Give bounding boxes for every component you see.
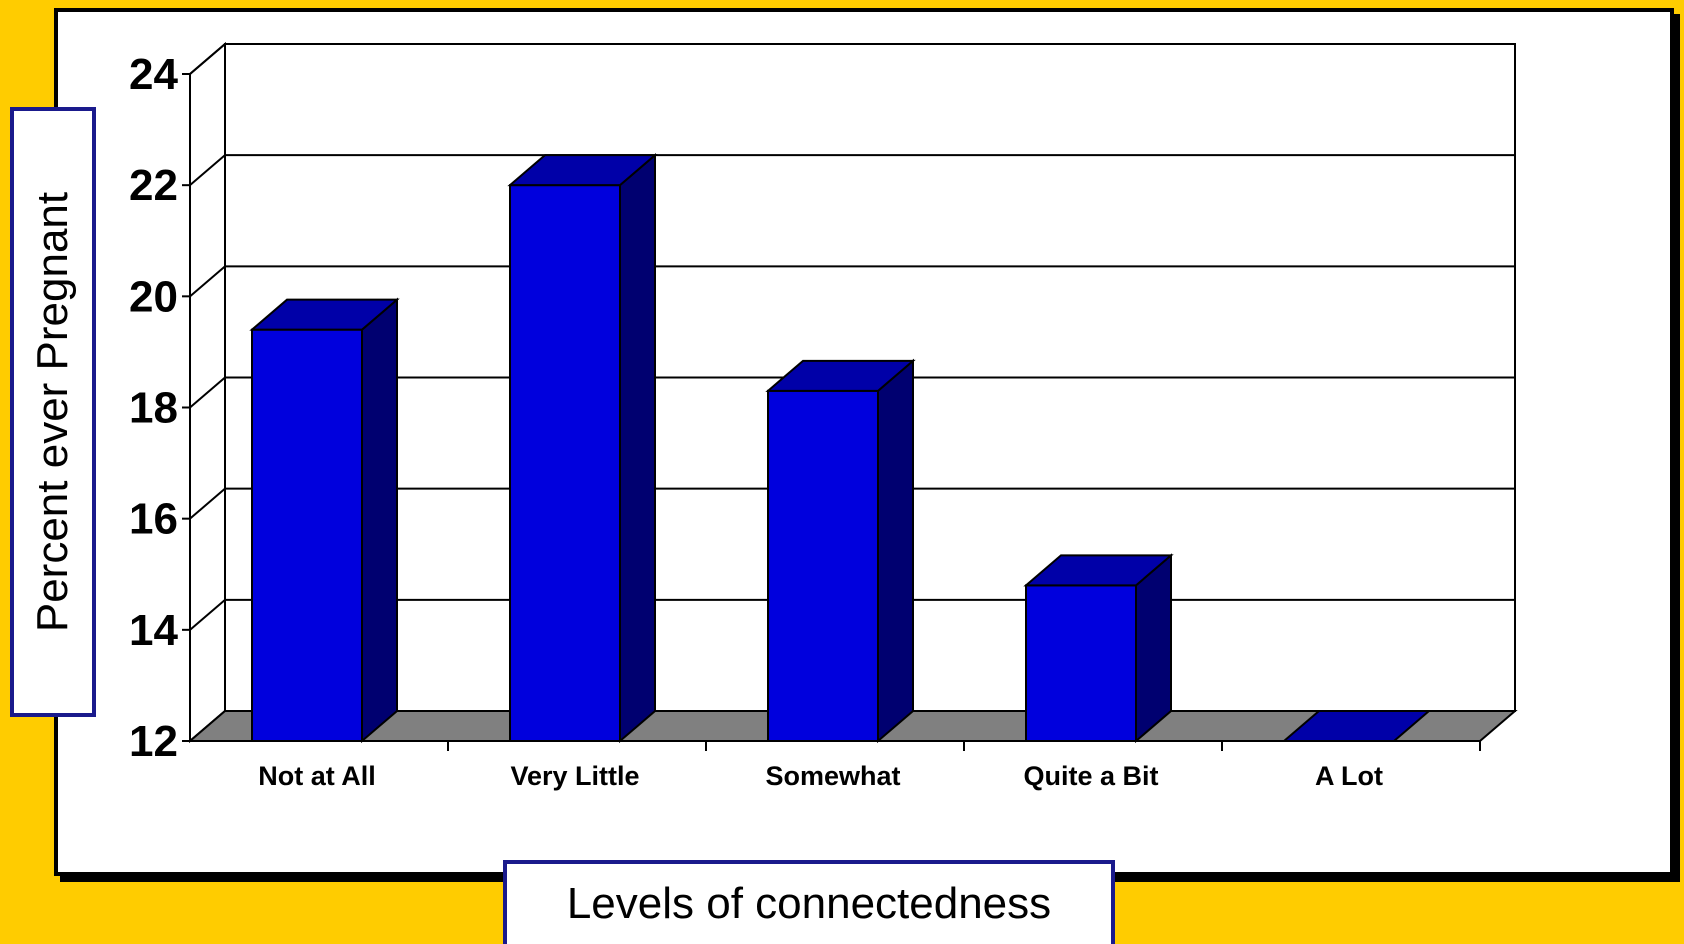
x-tick-label: Very Little — [510, 761, 639, 791]
y-tick-label: 12 — [129, 717, 178, 766]
bar-front — [509, 184, 621, 742]
bar-side — [619, 152, 656, 744]
bar-side — [361, 297, 398, 744]
bar-front — [767, 389, 879, 742]
bar — [249, 297, 400, 744]
bar — [507, 152, 658, 744]
y-tick-label: 16 — [129, 495, 178, 544]
y-axis-label: Percent ever Pregnant — [28, 191, 77, 633]
bar-chart: 12 14 16 18 20 22 24 Not at All Very Little Somew… — [129, 41, 1518, 791]
bar — [1281, 710, 1432, 742]
bar-top — [765, 359, 916, 392]
chart-panel: 12 14 16 18 20 22 24 Not at All Very Little Somew… — [54, 8, 1674, 876]
bar-side — [1135, 553, 1172, 744]
x-tick-label: A Lot — [1315, 761, 1383, 791]
gridline-side — [189, 599, 226, 631]
x-tick-label: Somewhat — [765, 761, 900, 791]
bar-top — [249, 298, 400, 331]
gridline-side — [189, 487, 226, 520]
gridline-side — [189, 154, 226, 186]
x-axis-label: Levels of connectedness — [566, 879, 1052, 928]
bar-top — [507, 154, 658, 187]
gridline-side — [189, 376, 226, 409]
y-tick-label: 20 — [129, 272, 178, 321]
bar-top — [1281, 710, 1432, 742]
y-tick-label: 22 — [129, 161, 178, 210]
x-axis-label-box: Levels of connectedness — [503, 860, 1115, 944]
bar — [765, 358, 916, 744]
gridline-side — [189, 265, 226, 298]
bar-front — [251, 328, 363, 742]
y-axis-label-box: Percent ever Pregnant — [10, 107, 96, 717]
x-tick-label: Quite a Bit — [1023, 761, 1158, 791]
bar-side — [877, 358, 914, 744]
y-tick-label: 18 — [129, 384, 178, 433]
bar-top — [1023, 554, 1174, 587]
y-tick-label: 24 — [129, 50, 178, 99]
y-tick-label: 14 — [129, 606, 178, 655]
bar — [1023, 553, 1174, 744]
gridline-side — [189, 43, 226, 75]
bar-front — [1025, 584, 1137, 742]
x-tick-label: Not at All — [258, 761, 376, 791]
